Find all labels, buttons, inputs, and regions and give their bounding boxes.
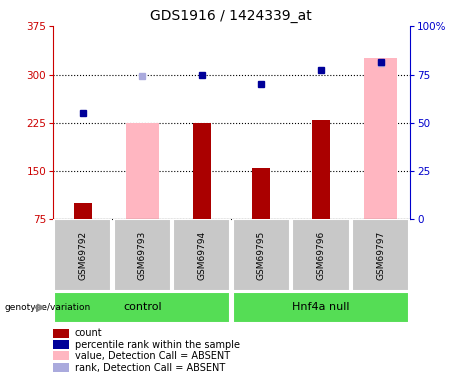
Bar	[173, 219, 230, 291]
Text: count: count	[75, 328, 102, 339]
Bar	[53, 340, 69, 349]
Bar	[54, 219, 112, 291]
Bar	[292, 219, 349, 291]
Text: GSM69797: GSM69797	[376, 230, 385, 280]
Text: GSM69792: GSM69792	[78, 230, 87, 280]
Text: GSM69795: GSM69795	[257, 230, 266, 280]
Bar	[312, 120, 330, 219]
Text: Hnf4a null: Hnf4a null	[292, 303, 350, 312]
Bar	[74, 203, 92, 219]
Text: value, Detection Call = ABSENT: value, Detection Call = ABSENT	[75, 351, 230, 361]
Text: GSM69794: GSM69794	[197, 230, 207, 280]
Text: control: control	[123, 303, 162, 312]
Bar	[53, 329, 69, 338]
Bar	[193, 123, 211, 219]
Bar	[53, 351, 69, 360]
Text: GDS1916 / 1424339_at: GDS1916 / 1424339_at	[150, 9, 311, 23]
Bar	[54, 292, 230, 322]
Bar	[53, 363, 69, 372]
Bar	[114, 219, 171, 291]
Text: percentile rank within the sample: percentile rank within the sample	[75, 340, 240, 350]
Text: GSM69796: GSM69796	[316, 230, 325, 280]
Bar	[253, 168, 270, 219]
Text: GSM69793: GSM69793	[138, 230, 147, 280]
Bar	[364, 58, 397, 219]
Text: genotype/variation: genotype/variation	[5, 303, 91, 312]
Bar	[126, 123, 159, 219]
Bar	[233, 219, 290, 291]
Bar	[352, 219, 409, 291]
Text: rank, Detection Call = ABSENT: rank, Detection Call = ABSENT	[75, 363, 225, 373]
Bar	[233, 292, 409, 322]
